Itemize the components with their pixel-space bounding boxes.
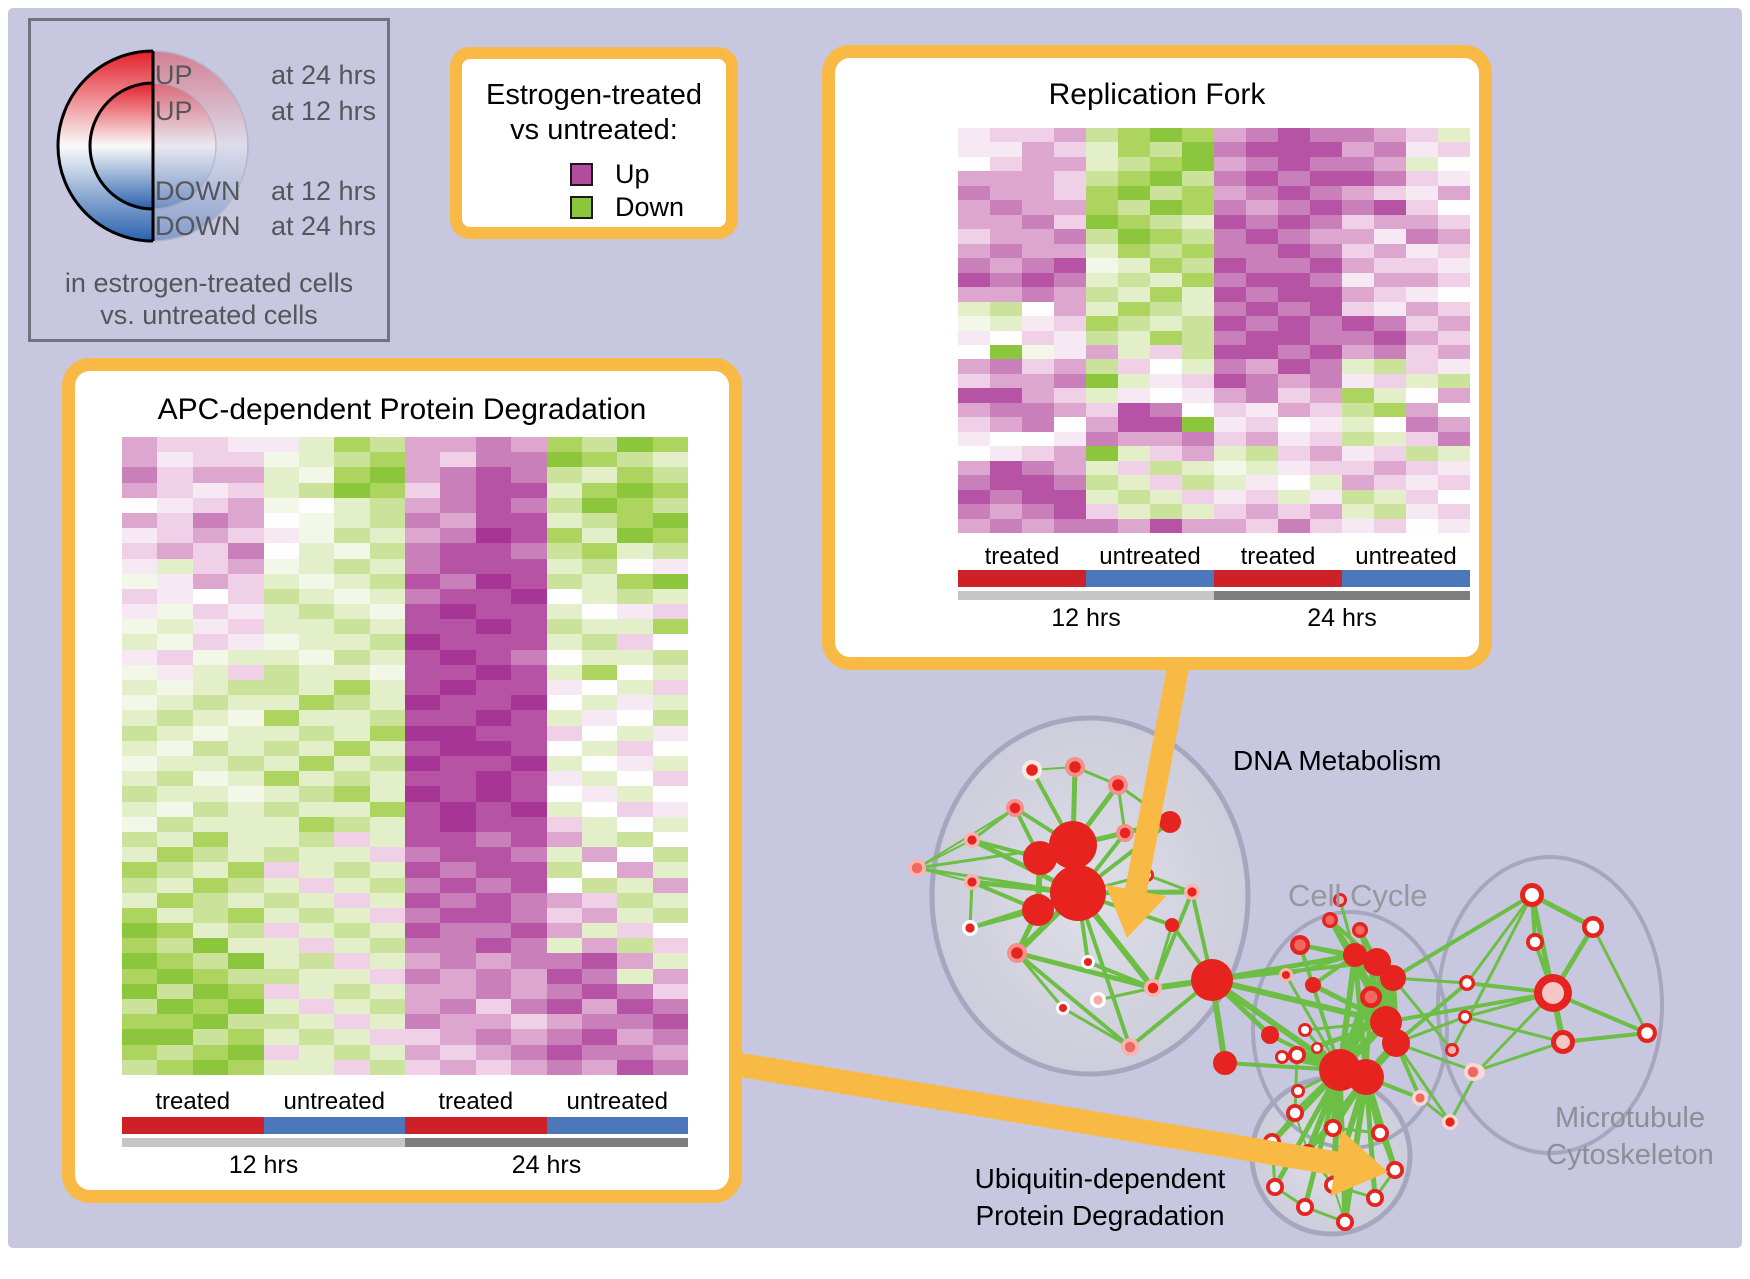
rf-panel-title: Replication Fork xyxy=(1048,78,1266,111)
rf-12hr-label: 12 hrs xyxy=(1051,604,1121,632)
dna-metabolism-label: DNA Metabolism xyxy=(1233,745,1442,776)
replication-fork-heatmap xyxy=(958,128,1470,533)
apc-heatmap-panel: APC-dependent Protein Degradation treate… xyxy=(62,358,742,1203)
rf-treated-bar-24 xyxy=(1214,570,1342,587)
legend-down-24-word: DOWN xyxy=(155,211,241,241)
cell-cycle-label: Cell Cycle xyxy=(1288,878,1428,913)
down-color-swatch xyxy=(570,196,593,219)
legend-down-12-time: at 12 hrs xyxy=(271,176,377,206)
apc-group-labels: treated untreated treated untreated xyxy=(122,1088,688,1116)
up-color-swatch xyxy=(570,163,593,186)
rf-group-label-untreated-12: untreated xyxy=(1099,543,1201,570)
legend-up-24-time: at 24 hrs xyxy=(271,60,377,90)
replication-fork-panel: Replication Fork treated untreated treat… xyxy=(822,45,1492,670)
rf-24hr-bar xyxy=(1214,591,1470,600)
apc-12hr-label: 12 hrs xyxy=(228,1151,299,1179)
circle-scale-legend: UP at 24 hrs UP at 12 hrs DOWN at 12 hrs… xyxy=(28,18,390,342)
rf-time-bars xyxy=(958,591,1470,600)
rf-group-label-treated-12: treated xyxy=(984,543,1060,570)
apc-untreated-bar-24 xyxy=(546,1117,688,1134)
apc-group-label-untreated-12: untreated xyxy=(283,1088,385,1115)
rf-group-label-treated-24: treated xyxy=(1240,543,1316,570)
legend-up-24-word: UP xyxy=(155,60,193,90)
apc-12hr-bar xyxy=(122,1138,405,1147)
apc-24hr-bar xyxy=(405,1138,688,1147)
ubiquitin-degradation-label: Ubiquitin-dependent Protein Degradation xyxy=(945,1160,1255,1234)
legend-down-12-word: DOWN xyxy=(155,176,241,206)
ubiquitin-label-line1: Ubiquitin-dependent xyxy=(974,1163,1226,1194)
up-label: Up xyxy=(615,159,650,189)
apc-heatmap xyxy=(122,437,688,1075)
microtubule-label-line1: Microtubule xyxy=(1555,1102,1705,1134)
apc-treated-bar-12 xyxy=(122,1117,264,1134)
rf-group-label-untreated-24: untreated xyxy=(1355,543,1457,570)
legend-up-12-word: UP xyxy=(155,96,193,126)
apc-untreated-bar-12 xyxy=(263,1117,405,1134)
updown-legend-title-line2: vs untreated: xyxy=(510,114,678,146)
apc-panel-title: APC-dependent Protein Degradation xyxy=(157,393,647,426)
legend-footer-line1: in estrogen-treated cells xyxy=(64,268,354,298)
updown-legend-title-line1: Estrogen-treated xyxy=(485,79,702,111)
apc-condition-bars xyxy=(122,1117,688,1134)
rf-treated-bar-12 xyxy=(958,570,1086,587)
legend-up-12-time: at 12 hrs xyxy=(271,96,377,126)
rf-time-labels: 12 hrs 24 hrs xyxy=(958,604,1470,633)
legend-down-24-time: at 24 hrs xyxy=(271,211,377,241)
updown-color-legend: Estrogen-treated vs untreated: Up Down xyxy=(450,47,738,239)
legend-footer-line2: vs. untreated cells xyxy=(100,300,318,330)
microtubule-label-line2: Cytoskeleton xyxy=(1546,1139,1714,1171)
apc-group-label-treated-24: treated xyxy=(438,1088,514,1115)
apc-treated-bar-24 xyxy=(405,1117,547,1134)
rf-group-labels: treated untreated treated untreated xyxy=(958,543,1470,571)
rf-untreated-bar-12 xyxy=(1086,570,1214,587)
microtubule-cytoskeleton-label: Microtubule Cytoskeleton xyxy=(1500,1100,1750,1174)
rf-condition-bars xyxy=(958,570,1470,587)
apc-24hr-label: 24 hrs xyxy=(511,1151,582,1179)
rf-untreated-bar-24 xyxy=(1342,570,1470,587)
rf-24hr-label: 24 hrs xyxy=(1307,604,1377,632)
apc-time-labels: 12 hrs 24 hrs xyxy=(122,1151,688,1180)
apc-group-label-untreated-24: untreated xyxy=(566,1088,668,1115)
down-label: Down xyxy=(615,192,685,222)
ubiquitin-label-line2: Protein Degradation xyxy=(975,1200,1225,1231)
updown-circles-icon xyxy=(56,49,249,243)
apc-time-bars xyxy=(122,1138,688,1147)
apc-group-label-treated-12: treated xyxy=(155,1088,231,1115)
rf-12hr-bar xyxy=(958,591,1214,600)
